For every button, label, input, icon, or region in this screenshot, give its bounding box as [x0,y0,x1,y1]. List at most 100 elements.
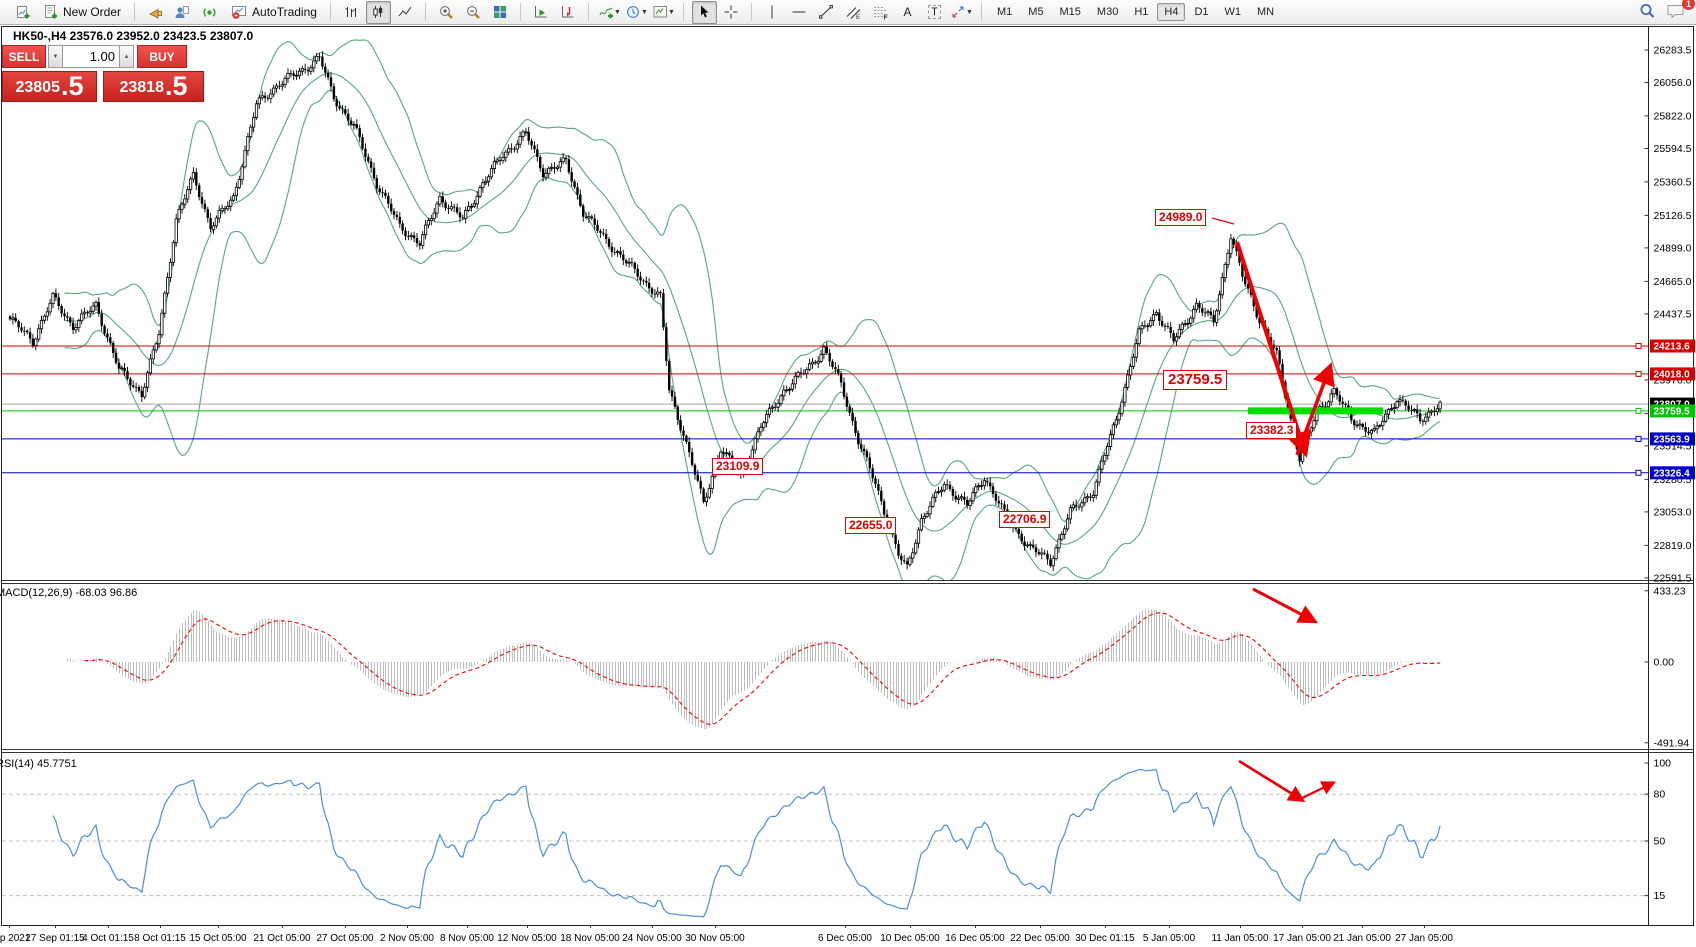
svg-text:12 Nov 05:00: 12 Nov 05:00 [497,933,557,944]
equidistant-channel-tool-icon[interactable]: E [841,1,866,24]
crosshair-tool-icon[interactable] [719,1,744,24]
new-order-button[interactable]: New Order [37,1,127,24]
zoom-in-icon[interactable] [434,1,459,24]
timeframe-h1[interactable]: H1 [1134,6,1149,18]
line-handle [1635,407,1642,414]
horizontal-level-lines[interactable] [2,345,1649,474]
price-annotation[interactable]: 22655.0 [845,517,897,534]
svg-text:23053.0: 23053.0 [1654,506,1692,518]
price-annotation[interactable]: 22706.9 [999,511,1051,528]
main-price-pane [2,39,1649,580]
timeframe-m1[interactable]: M1 [996,6,1013,18]
new-chart-icon[interactable] [10,1,35,24]
periods-icon[interactable]: ▼ [624,1,649,24]
svg-text:8 Oct 01:15: 8 Oct 01:15 [134,933,186,944]
rsi-pane [2,768,1649,918]
bar-chart-mode-icon[interactable] [339,1,364,24]
bear-candles [8,56,1436,566]
svg-text:22 Dec 05:00: 22 Dec 05:00 [1010,933,1070,944]
svg-text:433.23: 433.23 [1654,585,1686,597]
price-axis-tags: 24213.624018.023807.023759.523563.923326… [1635,339,1695,480]
sell-button[interactable]: SELL [2,45,46,68]
zoom-out-icon[interactable] [461,1,486,24]
notifications-chat-icon[interactable]: 1 [1666,0,1695,25]
svg-text:21 Jan 05:00: 21 Jan 05:00 [1333,933,1391,944]
svg-text:-491.94: -491.94 [1654,737,1690,749]
svg-text:26056.0: 26056.0 [1654,77,1692,89]
timeframe-mn[interactable]: MN [1257,6,1275,18]
chart-shift-icon[interactable] [556,1,581,24]
svg-text:23326.4: 23326.4 [1654,468,1691,479]
svg-text:22591.5: 22591.5 [1654,572,1692,584]
timeframe-h4[interactable]: H4 [1157,3,1186,21]
autotrading-icon [232,6,247,19]
volume-input[interactable] [63,45,119,68]
tile-windows-icon[interactable] [488,1,513,24]
rsi-line [52,768,1441,918]
chart-ohlc-title: HK50-,H4 23576.0 23952.0 23423.5 23807.0 [13,29,254,43]
volume-decrease-button[interactable]: ▼ [48,45,63,68]
buy-button[interactable]: BUY [137,45,187,68]
indicators-icon[interactable]: ▼ [597,1,622,24]
candlestick-mode-icon[interactable] [365,0,391,24]
svg-text:22819.0: 22819.0 [1654,540,1692,552]
svg-text:F: F [883,15,888,21]
macd-indicator-label: MACD(12,26,9) -68.03 96.86 [0,587,138,599]
timeframe-w1[interactable]: W1 [1224,6,1242,18]
horizontal-line-tool-icon[interactable] [787,1,812,24]
price-annotation[interactable]: 23382.3 [1246,422,1298,439]
svg-text:24213.6: 24213.6 [1654,342,1691,353]
svg-text:24437.5: 24437.5 [1654,308,1692,320]
fibonacci-tool-icon[interactable]: F [868,1,893,24]
sell-price[interactable]: 23805.5 [2,71,97,102]
timeframe-m30[interactable]: M30 [1096,6,1119,18]
red-trend-arrow [1299,781,1336,800]
text-label-tool-icon[interactable]: T [922,1,947,24]
trend-arrows[interactable] [1211,217,1336,803]
chevron-down-icon: ▼ [668,8,675,16]
svg-text:24665.0: 24665.0 [1654,276,1692,288]
svg-text:15: 15 [1654,890,1666,902]
line-chart-mode-icon[interactable] [393,1,418,24]
signals-icon[interactable] [197,1,222,24]
trendline-tool-icon[interactable] [814,1,839,24]
search-icon[interactable] [1638,2,1656,25]
macd-pane [67,609,1441,730]
new-order-icon [45,5,57,19]
candle-wicks [9,51,1441,571]
timeframe-m15[interactable]: M15 [1059,6,1081,18]
chevron-down-icon: ▼ [614,8,621,16]
red-trend-arrow [1235,241,1312,458]
text-tool-icon[interactable]: A [903,5,912,19]
templates-icon[interactable]: ▼ [651,1,676,24]
vertical-line-tool-icon[interactable] [760,1,785,24]
publisher-icon[interactable] [143,1,168,24]
cursor-tool-icon[interactable] [691,0,717,24]
svg-text:50: 50 [1654,836,1666,848]
line-handle [1635,469,1642,476]
macd-histogram [67,609,1441,730]
line-handle [1635,370,1642,377]
svg-text:30 Nov 05:00: 30 Nov 05:00 [685,933,745,944]
timeframe-m5[interactable]: M5 [1028,6,1044,18]
price-annotation[interactable]: 23759.5 [1163,370,1228,390]
svg-text:6 Dec 05:00: 6 Dec 05:00 [818,933,872,944]
svg-text:26283.5: 26283.5 [1654,45,1692,57]
svg-text:0.00: 0.00 [1654,657,1675,669]
arrows-tool-icon[interactable]: ▼ [949,1,974,24]
svg-text:27 Jan 05:00: 27 Jan 05:00 [1395,933,1453,944]
svg-text:25126.5: 25126.5 [1654,210,1692,222]
price-annotation[interactable]: 23109.9 [712,458,764,475]
autotrading-button[interactable]: AutoTrading [224,1,323,24]
svg-text:27 Sep 01:15: 27 Sep 01:15 [25,933,85,944]
line-handle [1635,343,1642,349]
timeframe-d1[interactable]: D1 [1194,6,1209,18]
buy-price[interactable]: 23818.5 [103,71,204,102]
strategy-tester-icon[interactable] [170,1,195,24]
main-toolbar: New Order AutoTrading ▼ ▼ ▼ E F A [0,0,1696,25]
svg-text:2 Nov 05:00: 2 Nov 05:00 [380,933,434,944]
price-annotation[interactable]: 24989.0 [1155,209,1207,226]
auto-scroll-icon[interactable] [529,1,554,24]
volume-increase-button[interactable]: ▲ [119,45,134,68]
